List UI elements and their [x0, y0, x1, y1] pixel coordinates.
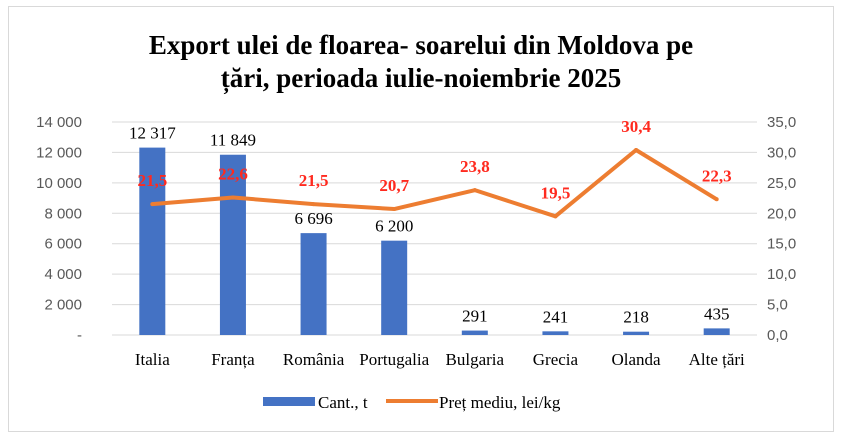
bar — [542, 331, 569, 335]
y-right-tick-label: 0,0 — [767, 327, 788, 344]
y-right-tick-label: 15,0 — [767, 236, 796, 253]
x-category-label: Portugalia — [359, 350, 429, 369]
y-right-tick-label: 5,0 — [767, 297, 788, 314]
line-data-label: 21,5 — [137, 171, 167, 190]
line-point — [634, 147, 639, 152]
bar — [300, 233, 327, 335]
line-data-label: 22,3 — [702, 166, 732, 185]
bar-data-label: 241 — [543, 307, 569, 326]
x-category-label: România — [283, 350, 345, 369]
x-category-label: Grecia — [533, 350, 579, 369]
bar-data-label: 6 200 — [375, 217, 413, 236]
line-point — [553, 214, 558, 219]
x-category-label: Italia — [135, 350, 170, 369]
bar — [703, 328, 730, 335]
legend-label-bar: Cant., t — [318, 393, 368, 412]
line-data-label: 21,5 — [299, 171, 329, 190]
bar-data-label: 435 — [704, 304, 730, 323]
line-point — [392, 207, 397, 212]
x-category-label: Bulgaria — [446, 350, 505, 369]
x-category-label: Olanda — [612, 350, 662, 369]
y-left-tick-label: 14 000 — [36, 114, 82, 131]
y-left-tick-label: - — [77, 327, 82, 344]
legend-label-line: Preț mediu, lei/kg — [439, 393, 561, 412]
price-line — [152, 147, 718, 219]
bar-data-label: 11 849 — [210, 131, 256, 150]
bar — [461, 330, 488, 335]
y-left-tick-label: 12 000 — [36, 144, 82, 161]
line-point — [714, 197, 719, 202]
bar-data-label: 218 — [623, 308, 649, 327]
line-data-label: 30,4 — [621, 117, 651, 136]
y-right-tick-label: 20,0 — [767, 205, 796, 222]
chart-title-line-1: Export ulei de floarea- soarelui din Mol… — [149, 30, 693, 60]
bar — [623, 331, 650, 335]
legend: Cant., t Preț mediu, lei/kg — [263, 393, 561, 412]
bar-data-label: 6 696 — [294, 209, 332, 228]
line-point — [230, 195, 235, 200]
y-left-tick-label: 6 000 — [44, 236, 82, 253]
y-right-tick-label: 30,0 — [767, 144, 796, 161]
x-category-label: Franța — [211, 350, 255, 369]
chart-title-line-2: țări, perioada iulie-noiembrie 2025 — [221, 63, 621, 94]
line-data-label: 20,7 — [379, 176, 409, 195]
legend-swatch-bar — [263, 397, 315, 406]
y-right-tick-label: 25,0 — [767, 175, 796, 192]
line-point — [311, 202, 316, 207]
bar — [381, 240, 408, 335]
y-right-tick-label: 10,0 — [767, 266, 796, 283]
line-point — [150, 202, 155, 207]
x-category-label: Alte țări — [689, 350, 745, 369]
y-left-tick-label: 4 000 — [44, 266, 82, 283]
line-data-label: 23,8 — [460, 157, 490, 176]
y-left-tick-label: 2 000 — [44, 297, 82, 314]
y-left-tick-label: 8 000 — [44, 205, 82, 222]
bar — [139, 147, 166, 335]
line-data-label: 19,5 — [541, 183, 571, 202]
line-data-label: 22,6 — [218, 164, 248, 183]
bar-data-label: 12 317 — [129, 124, 176, 143]
bar — [219, 154, 246, 335]
bar-data-label: 291 — [462, 307, 488, 326]
y-left-tick-label: 10 000 — [36, 175, 82, 192]
line-point — [472, 188, 477, 193]
y-right-tick-label: 35,0 — [767, 114, 796, 131]
